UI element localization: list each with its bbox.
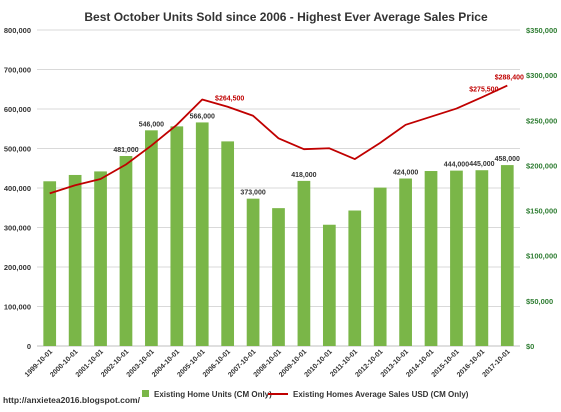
legend: Existing Home Units (CM Only) Existing Ho… <box>142 390 469 399</box>
gridlines <box>37 29 520 347</box>
left-axis-ticks: 0 100,000 200,000 300,000 400,000 500,000 600,… <box>4 26 31 351</box>
left-tick-label: 0 <box>27 342 31 351</box>
right-tick-label: $150,000 <box>526 207 557 216</box>
line-series <box>49 84 508 195</box>
bar-data-label: 481,000 <box>113 147 138 154</box>
legend-line-label: Existing Homes Average Sales USD (CM Onl… <box>293 390 469 399</box>
bar <box>297 180 311 346</box>
bar <box>119 156 133 346</box>
left-tick-label: 400,000 <box>4 184 31 193</box>
bar <box>94 171 107 346</box>
left-tick-label: 100,000 <box>4 303 31 312</box>
bar <box>272 208 285 346</box>
line-data-label: $275,500 <box>469 86 498 93</box>
bar-data-label: 445,000 <box>469 161 494 168</box>
price-line <box>49 84 508 195</box>
left-tick-label: 300,000 <box>4 224 31 233</box>
line-data-label: $288,400 <box>495 75 524 82</box>
x-tick-label: 2017-10-01 <box>481 348 511 378</box>
bar <box>221 141 235 346</box>
right-tick-label: $300,000 <box>526 71 557 80</box>
bar <box>246 198 260 346</box>
right-tick-label: $0 <box>526 342 534 351</box>
bar-data-label: 444,000 <box>444 162 469 169</box>
line-data-label: $264,500 <box>215 96 244 103</box>
bar <box>373 187 387 346</box>
bar <box>43 181 57 346</box>
bar-data-label: 458,000 <box>495 156 520 163</box>
bar <box>348 210 362 346</box>
bar <box>195 122 209 347</box>
left-tick-label: 800,000 <box>4 26 31 35</box>
left-tick-label: 200,000 <box>4 263 31 272</box>
legend-bar-swatch <box>142 390 149 397</box>
bar <box>424 171 438 346</box>
chart-title: Best October Units Sold since 2006 - Hig… <box>84 10 488 24</box>
right-axis-ticks: $0 $50,000 $100,000 $150,000 $200,000 $250,00… <box>526 26 557 351</box>
bar <box>399 178 412 346</box>
bar-data-label: 566,000 <box>190 113 215 120</box>
left-tick-label: 600,000 <box>4 105 31 114</box>
right-tick-label: $50,000 <box>526 297 553 306</box>
bar <box>450 170 463 346</box>
legend-bar-label: Existing Home Units (CM Only) <box>154 390 272 399</box>
bar-data-label: 546,000 <box>139 121 164 128</box>
left-tick-label: 500,000 <box>4 145 31 154</box>
source-footer: http://anxietea2016.blogspot.com/ <box>3 395 141 405</box>
bar <box>68 174 82 346</box>
bar <box>145 130 158 346</box>
right-tick-label: $250,000 <box>526 116 557 125</box>
bar-data-label: 418,000 <box>291 172 316 179</box>
x-axis-ticks: 1999-10-012000-10-012001-10-012002-10-01… <box>24 348 512 378</box>
bar-data-label: 424,000 <box>393 170 418 177</box>
right-tick-label: $100,000 <box>526 252 557 261</box>
bar <box>322 224 336 346</box>
bar <box>475 170 489 346</box>
bar <box>170 126 184 346</box>
bar-data-label: 373,000 <box>240 190 265 197</box>
left-tick-label: 700,000 <box>4 66 31 75</box>
bar-series <box>43 122 514 347</box>
right-tick-label: $200,000 <box>526 161 557 170</box>
right-tick-label: $350,000 <box>526 26 557 35</box>
bar <box>500 165 514 346</box>
data-labels: 481,000 546,000 566,000 373,000 418,000 424,0… <box>113 75 524 197</box>
